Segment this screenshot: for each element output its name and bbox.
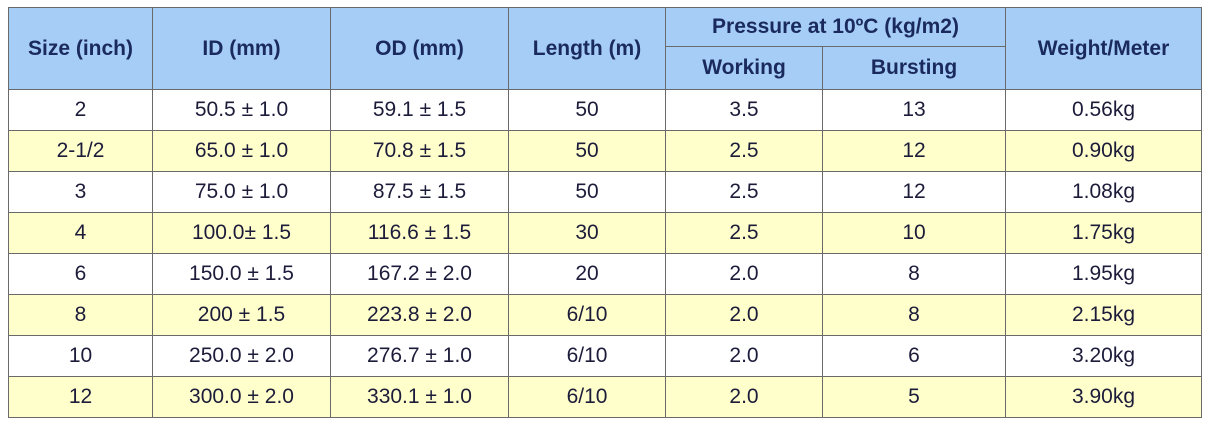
table-row: 2 50.5 ± 1.0 59.1 ± 1.5 50 3.5 13 0.56kg [8, 89, 1203, 131]
table-cell: 70.8 ± 1.5 [330, 130, 509, 172]
table-cell: 1.95kg [1005, 253, 1203, 295]
table-row: 12 300.0 ± 2.0 330.1 ± 1.0 6/10 2.0 5 3.90kg [8, 376, 1203, 418]
table-body: 2 50.5 ± 1.0 59.1 ± 1.5 50 3.5 13 0.56kg 2-1/2 6… [8, 89, 1203, 418]
table-cell: 2.0 [665, 376, 823, 418]
table-cell: 3.90kg [1005, 376, 1203, 418]
table-cell: 2.0 [665, 335, 823, 377]
table-cell: 8 [821, 294, 1007, 336]
table-cell: 167.2 ± 2.0 [330, 253, 509, 295]
table-row: 6 150.0 ± 1.5 167.2 ± 2.0 20 2.0 8 1.95kg [8, 253, 1203, 295]
table-cell: 6 [8, 253, 153, 295]
table-cell: 6/10 [508, 335, 666, 377]
table-cell: 20 [508, 253, 666, 295]
table-row: 2-1/2 65.0 ± 1.0 70.8 ± 1.5 50 2.5 12 0.90kg [8, 130, 1203, 172]
table-cell: 12 [8, 376, 153, 418]
table-cell: 50.5 ± 1.0 [152, 89, 331, 131]
table-cell: 116.6 ± 1.5 [330, 212, 509, 254]
table-cell: 6/10 [508, 294, 666, 336]
table-cell: 330.1 ± 1.0 [330, 376, 509, 418]
table-cell: 2.15kg [1005, 294, 1203, 336]
table-cell: 250.0 ± 2.0 [152, 335, 331, 377]
table-cell: 5 [821, 376, 1007, 418]
table-cell: 8 [821, 253, 1007, 295]
table-cell: 65.0 ± 1.0 [152, 130, 331, 172]
header-cell: Size (inch) [8, 7, 153, 90]
table-cell: 200 ± 1.5 [152, 294, 331, 336]
table-cell: 6 [821, 335, 1007, 377]
table-header: Size (inch) ID (mm) OD (mm) Length (m) P… [8, 7, 1203, 90]
table-cell: 2 [8, 89, 153, 131]
header-cell: ID (mm) [152, 7, 331, 90]
table-row: 4 100.0± 1.5 116.6 ± 1.5 30 2.5 10 1.75kg [8, 212, 1203, 254]
table-cell: 2.0 [665, 253, 823, 295]
table-cell: 2-1/2 [8, 130, 153, 172]
table-cell: 0.90kg [1005, 130, 1203, 172]
table-cell: 30 [508, 212, 666, 254]
table-cell: 2.5 [665, 130, 823, 172]
table-cell: 50 [508, 89, 666, 131]
header-cell: Bursting [821, 46, 1007, 90]
table-cell: 87.5 ± 1.5 [330, 171, 509, 213]
table-cell: 12 [821, 171, 1007, 213]
table-cell: 1.08kg [1005, 171, 1203, 213]
header-cell: Weight/Meter [1005, 7, 1203, 90]
table-cell: 1.75kg [1005, 212, 1203, 254]
table-cell: 12 [821, 130, 1007, 172]
table-row: 3 75.0 ± 1.0 87.5 ± 1.5 50 2.5 12 1.08kg [8, 171, 1203, 213]
table-cell: 0.56kg [1005, 89, 1203, 131]
table-cell: 3.5 [665, 89, 823, 131]
table-cell: 4 [8, 212, 153, 254]
header-cell: OD (mm) [330, 7, 509, 90]
table-cell: 2.5 [665, 171, 823, 213]
table-cell: 2.5 [665, 212, 823, 254]
table-cell: 276.7 ± 1.0 [330, 335, 509, 377]
table-cell: 2.0 [665, 294, 823, 336]
table-cell: 10 [821, 212, 1007, 254]
table-row: 10 250.0 ± 2.0 276.7 ± 1.0 6/10 2.0 6 3.20kg [8, 335, 1203, 377]
table-cell: 75.0 ± 1.0 [152, 171, 331, 213]
table-cell: 59.1 ± 1.5 [330, 89, 509, 131]
table-cell: 13 [821, 89, 1007, 131]
table-cell: 223.8 ± 2.0 [330, 294, 509, 336]
table-cell: 3 [8, 171, 153, 213]
header-row: Size (inch) ID (mm) OD (mm) Length (m) P… [8, 7, 1203, 90]
table-cell: 3.20kg [1005, 335, 1203, 377]
table-cell: 10 [8, 335, 153, 377]
header-row: Working Bursting [9, 46, 1202, 90]
table-cell: 150.0 ± 1.5 [152, 253, 331, 295]
table-cell: 100.0± 1.5 [152, 212, 331, 254]
header-cell: Length (m) [508, 7, 666, 90]
header-cell: Working [665, 46, 823, 90]
table-cell: 300.0 ± 2.0 [152, 376, 331, 418]
table-cell: 50 [508, 130, 666, 172]
table-cell: 8 [8, 294, 153, 336]
table-row: 8 200 ± 1.5 223.8 ± 2.0 6/10 2.0 8 2.15kg [8, 294, 1203, 336]
table-cell: 50 [508, 171, 666, 213]
spec-table: Size (inch) ID (mm) OD (mm) Length (m) P… [8, 7, 1203, 418]
header-cell: Pressure at 10ºC (kg/m2) [664, 7, 1007, 47]
table-cell: 6/10 [508, 376, 666, 418]
